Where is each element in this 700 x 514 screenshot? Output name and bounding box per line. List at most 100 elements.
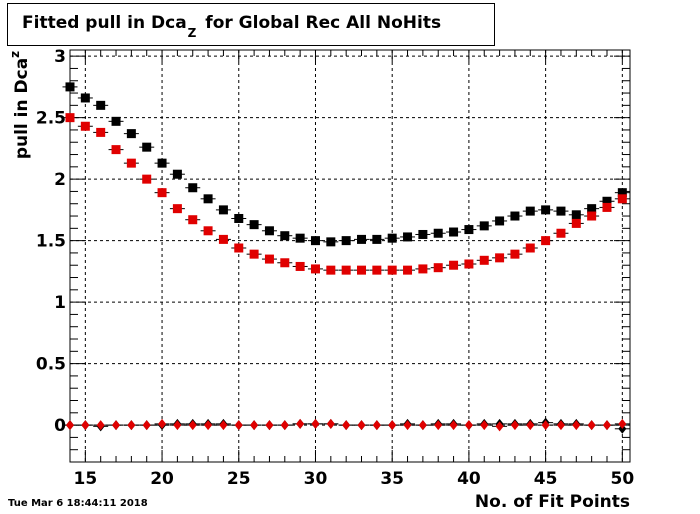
chart-title-subscript: Z (187, 26, 197, 40)
data-point-square (357, 265, 367, 275)
data-point-square (495, 216, 505, 226)
data-point-square (449, 227, 459, 237)
data-point-diamond (464, 420, 473, 431)
title-box: Fitted pull in DcaZ for Global Rec All N… (7, 3, 495, 46)
data-point-square (479, 255, 489, 265)
x-tick-label: 50 (610, 469, 634, 489)
data-point-diamond (572, 420, 581, 431)
data-point-square (510, 249, 520, 259)
data-point-square (418, 229, 428, 239)
data-point-diamond (204, 420, 213, 431)
data-point-square (280, 258, 290, 268)
data-point-diamond (250, 420, 259, 431)
data-point-diamond (480, 420, 489, 431)
data-point-square (80, 121, 90, 131)
data-point-square (403, 232, 413, 242)
data-point-diamond (296, 418, 305, 429)
y-tick-label: 0 (54, 416, 66, 436)
plot-frame (69, 49, 631, 463)
data-point-diamond (510, 420, 519, 431)
data-point-square (372, 265, 382, 275)
data-point-diamond (587, 420, 596, 431)
data-point-square (188, 183, 198, 193)
data-point-diamond (602, 420, 611, 431)
data-point-diamond (173, 420, 182, 431)
data-point-diamond (81, 420, 90, 431)
data-point-diamond (342, 420, 351, 431)
data-point-square (142, 174, 152, 184)
data-point-square (556, 228, 566, 238)
data-point-diamond (495, 421, 504, 432)
data-point-square (310, 264, 320, 274)
data-point-square (571, 218, 581, 228)
data-point-square (341, 265, 351, 275)
data-point-square (464, 225, 474, 235)
axis-ticks (69, 50, 630, 463)
y-axis-label-subscript: z (8, 50, 22, 58)
data-point-square (264, 226, 274, 236)
data-point-square (234, 243, 244, 253)
data-point-diamond (127, 420, 136, 431)
y-tick-label: 3 (54, 47, 66, 67)
series-1 (62, 113, 630, 275)
data-point-square (541, 205, 551, 215)
data-point-square (403, 265, 413, 275)
x-tick-label: 15 (74, 469, 98, 489)
data-point-square (96, 127, 106, 137)
y-tick-label: 2 (54, 170, 66, 190)
data-point-diamond (219, 420, 228, 431)
data-point-square (571, 210, 581, 220)
data-point-square (602, 202, 612, 212)
data-point-diamond (280, 420, 289, 431)
data-point-square (295, 261, 305, 271)
data-point-square (587, 204, 597, 214)
series-3 (62, 418, 630, 432)
y-axis-label: pull in Dcaz (8, 51, 32, 159)
data-point-square (310, 236, 320, 246)
data-point-diamond (403, 420, 412, 431)
data-point-square (357, 234, 367, 244)
data-point-square (234, 213, 244, 223)
data-point-square (111, 116, 121, 126)
data-point-square (65, 82, 75, 92)
data-point-square (280, 231, 290, 241)
data-point-square (541, 236, 551, 246)
data-point-diamond (556, 420, 565, 431)
data-point-square (341, 236, 351, 246)
x-tick-label: 30 (304, 469, 328, 489)
data-point-square (326, 237, 336, 247)
data-point-square (249, 220, 259, 230)
data-point-square (479, 221, 489, 231)
data-point-square (617, 188, 627, 198)
data-point-square (556, 206, 566, 216)
data-point-square (126, 158, 136, 168)
data-point-square (188, 215, 198, 225)
data-point-diamond (311, 418, 320, 429)
data-point-square (433, 263, 443, 273)
series-0 (62, 82, 630, 247)
data-point-square (96, 100, 106, 110)
data-point-diamond (326, 418, 335, 429)
data-point-square (172, 169, 182, 179)
data-point-diamond (388, 420, 397, 431)
data-point-diamond (112, 420, 121, 431)
data-point-square (433, 228, 443, 238)
x-tick-label: 40 (457, 469, 481, 489)
data-point-square (387, 233, 397, 243)
data-point-diamond (434, 420, 443, 431)
chart-title-main: Fitted pull in Dca (22, 13, 187, 33)
data-point-diamond (618, 418, 627, 429)
data-series (62, 82, 630, 434)
data-point-square (264, 254, 274, 264)
data-point-square (525, 243, 535, 253)
y-tick-label: 2.5 (36, 109, 66, 129)
data-point-square (464, 259, 474, 269)
data-point-square (65, 113, 75, 123)
data-point-square (157, 188, 167, 198)
x-tick-label: 45 (534, 469, 558, 489)
y-tick-label: 0.5 (36, 355, 66, 375)
data-point-diamond (96, 420, 105, 431)
data-point-diamond (234, 420, 243, 431)
data-point-square (617, 194, 627, 204)
